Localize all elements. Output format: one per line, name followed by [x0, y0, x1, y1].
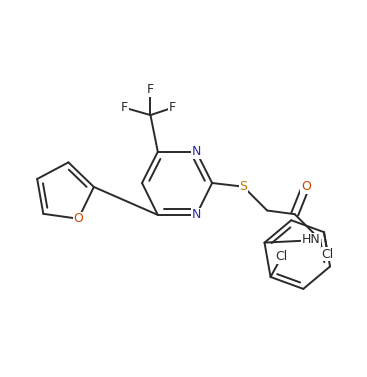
- Text: F: F: [121, 101, 128, 114]
- Text: O: O: [301, 180, 310, 193]
- Text: HN: HN: [302, 233, 320, 247]
- Text: F: F: [147, 83, 154, 96]
- Text: F: F: [169, 101, 176, 114]
- Text: N: N: [192, 208, 201, 221]
- Text: Cl: Cl: [321, 248, 334, 261]
- Text: S: S: [239, 180, 247, 193]
- Text: N: N: [192, 145, 201, 158]
- Text: O: O: [73, 212, 83, 225]
- Text: Cl: Cl: [276, 250, 288, 263]
